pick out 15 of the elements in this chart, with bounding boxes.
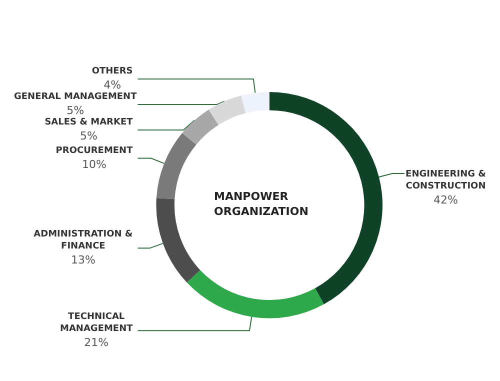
slice-label: OTHERS <box>92 66 133 76</box>
data-label: 5% <box>66 104 84 117</box>
slice-label: ENGINEERING & CONSTRUCTION <box>406 169 486 192</box>
slice-label: ADMINISTRATION & FINANCE <box>34 230 133 252</box>
slice-label: SALES & MARKET <box>44 117 134 128</box>
data-label: 21% <box>84 336 109 350</box>
data-label: 4% <box>104 78 122 92</box>
data-label: 42% <box>434 193 458 206</box>
slice-label: GENERAL MANAGEMENT <box>14 92 138 102</box>
data-label: 13% <box>70 254 96 267</box>
slice-label: PROCUREMENT <box>56 146 134 156</box>
data-label: 5% <box>80 129 98 142</box>
text: MANPOWER ORGANIZATION <box>214 190 308 218</box>
slice-label: TECHNICAL MANAGEMENT <box>60 312 134 334</box>
data-label: 10% <box>82 158 106 171</box>
